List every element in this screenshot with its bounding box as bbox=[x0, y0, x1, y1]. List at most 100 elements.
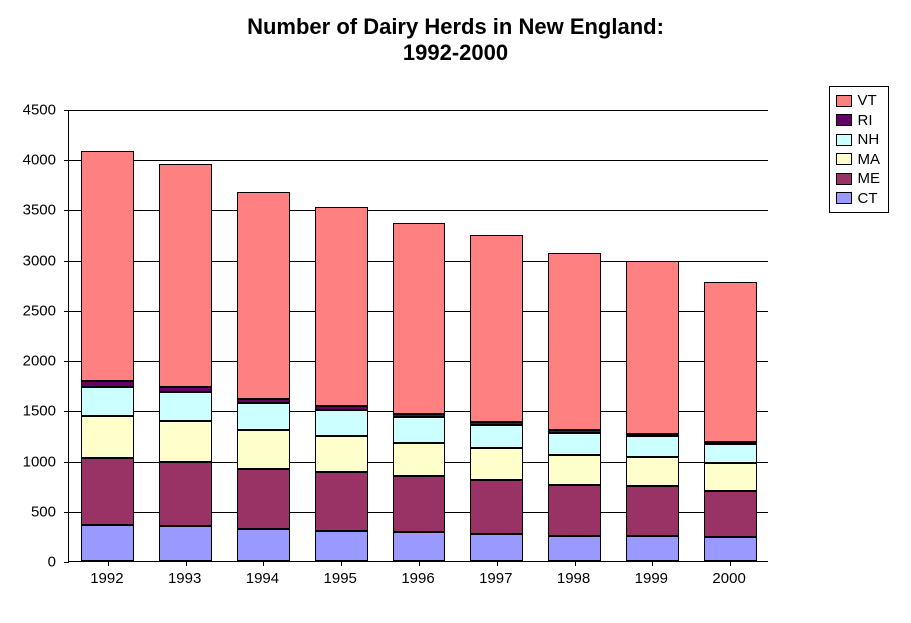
x-tick bbox=[575, 561, 576, 566]
bar-segment-vt bbox=[159, 164, 212, 387]
x-tick-label: 1999 bbox=[635, 570, 668, 587]
y-tick bbox=[64, 562, 69, 563]
x-tick-label: 1994 bbox=[246, 570, 279, 587]
legend-item-ma: MA bbox=[836, 150, 881, 170]
bar-segment-ma bbox=[704, 463, 757, 491]
bar-segment-vt bbox=[704, 282, 757, 442]
y-tick bbox=[64, 210, 69, 211]
y-tick-label: 1000 bbox=[0, 453, 56, 470]
bar-segment-ct bbox=[704, 537, 757, 561]
y-tick bbox=[64, 411, 69, 412]
y-tick-label: 3500 bbox=[0, 202, 56, 219]
bar-segment-nh bbox=[315, 410, 368, 436]
y-tick bbox=[64, 361, 69, 362]
legend-swatch bbox=[836, 192, 852, 204]
bar-segment-vt bbox=[237, 192, 290, 399]
y-tick bbox=[64, 311, 69, 312]
legend-label: CT bbox=[858, 189, 878, 209]
y-tick-label: 3000 bbox=[0, 252, 56, 269]
y-tick bbox=[64, 261, 69, 262]
bar-stack bbox=[315, 207, 368, 561]
bar-segment-ct bbox=[315, 531, 368, 561]
legend-label: MA bbox=[858, 150, 881, 170]
x-tick-label: 2000 bbox=[712, 570, 745, 587]
bar-segment-vt bbox=[315, 207, 368, 406]
bar-segment-me bbox=[393, 476, 446, 532]
bar-segment-ma bbox=[159, 421, 212, 461]
legend-label: NH bbox=[858, 130, 880, 150]
bar-segment-vt bbox=[626, 261, 679, 434]
y-tick-label: 2000 bbox=[0, 353, 56, 370]
bar-stack bbox=[159, 164, 212, 561]
bar-segment-vt bbox=[470, 235, 523, 423]
legend-label: ME bbox=[858, 169, 881, 189]
y-tick bbox=[64, 462, 69, 463]
bar-segment-ct bbox=[159, 526, 212, 561]
bar-stack bbox=[548, 253, 601, 561]
y-tick-label: 2500 bbox=[0, 302, 56, 319]
x-tick-label: 1992 bbox=[90, 570, 123, 587]
bar-segment-ct bbox=[548, 536, 601, 561]
bar-segment-ma bbox=[626, 457, 679, 486]
legend-item-ct: CT bbox=[836, 189, 881, 209]
bar-segment-nh bbox=[393, 417, 446, 442]
bar-segment-nh bbox=[470, 425, 523, 447]
legend-label: VT bbox=[858, 91, 877, 111]
bar-segment-nh bbox=[704, 444, 757, 463]
x-tick bbox=[652, 561, 653, 566]
x-tick-label: 1996 bbox=[401, 570, 434, 587]
bar-segment-nh bbox=[626, 436, 679, 456]
legend: VTRINHMAMECT bbox=[829, 86, 890, 213]
bar-segment-ma bbox=[237, 430, 290, 468]
x-tick bbox=[730, 561, 731, 566]
bar-segment-vt bbox=[548, 253, 601, 431]
gridline bbox=[69, 110, 768, 111]
y-tick-label: 500 bbox=[0, 503, 56, 520]
bar-segment-me bbox=[626, 486, 679, 536]
y-tick-label: 0 bbox=[0, 554, 56, 571]
bar-segment-ma bbox=[470, 448, 523, 480]
x-tick bbox=[497, 561, 498, 566]
legend-swatch bbox=[836, 95, 852, 107]
bar-segment-nh bbox=[548, 433, 601, 454]
bar-segment-ct bbox=[393, 532, 446, 561]
legend-label: RI bbox=[858, 111, 873, 131]
x-tick-label: 1997 bbox=[479, 570, 512, 587]
x-tick bbox=[341, 561, 342, 566]
bar-segment-me bbox=[470, 480, 523, 534]
bar-stack bbox=[393, 223, 446, 561]
y-tick-label: 1500 bbox=[0, 403, 56, 420]
bar-segment-nh bbox=[81, 387, 134, 416]
x-tick-label: 1993 bbox=[168, 570, 201, 587]
plot-area bbox=[68, 110, 768, 562]
bar-segment-me bbox=[81, 458, 134, 525]
bar-segment-ma bbox=[315, 436, 368, 471]
x-tick bbox=[263, 561, 264, 566]
x-tick bbox=[419, 561, 420, 566]
bar-segment-me bbox=[237, 469, 290, 529]
legend-swatch bbox=[836, 134, 852, 146]
bar-segment-ct bbox=[237, 529, 290, 561]
bar-segment-ct bbox=[626, 536, 679, 561]
legend-swatch bbox=[836, 153, 852, 165]
bar-segment-me bbox=[704, 491, 757, 537]
bar-stack bbox=[237, 192, 290, 561]
legend-item-vt: VT bbox=[836, 91, 881, 111]
bar-stack bbox=[704, 282, 757, 561]
chart-title: Number of Dairy Herds in New England: 19… bbox=[0, 14, 911, 66]
bar-stack bbox=[626, 261, 679, 561]
bar-segment-ma bbox=[81, 416, 134, 457]
y-tick bbox=[64, 160, 69, 161]
bar-segment-vt bbox=[81, 151, 134, 381]
bar-segment-me bbox=[159, 462, 212, 526]
bar-segment-nh bbox=[237, 403, 290, 430]
y-tick bbox=[64, 110, 69, 111]
legend-item-ri: RI bbox=[836, 111, 881, 131]
bar-segment-vt bbox=[393, 223, 446, 414]
x-tick-label: 1995 bbox=[324, 570, 357, 587]
bar-segment-ma bbox=[548, 455, 601, 485]
legend-item-nh: NH bbox=[836, 130, 881, 150]
legend-swatch bbox=[836, 173, 852, 185]
bar-stack bbox=[470, 235, 523, 561]
y-tick-label: 4000 bbox=[0, 152, 56, 169]
